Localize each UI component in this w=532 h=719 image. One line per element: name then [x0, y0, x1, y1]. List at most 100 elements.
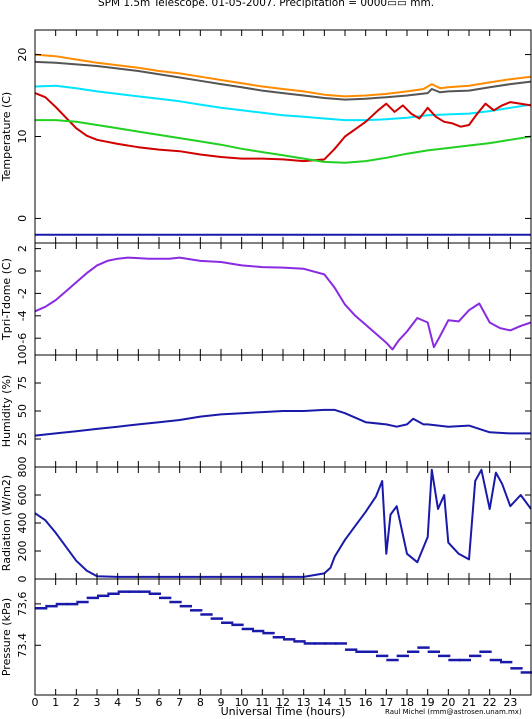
point [479, 650, 492, 653]
series-line-1-0 [34, 256, 532, 351]
point [510, 667, 523, 670]
point [138, 590, 151, 593]
series-line-0-0 [34, 53, 532, 98]
y-tick-label: 0 [16, 268, 29, 275]
x-tick-label: 18 [400, 696, 414, 709]
point [210, 617, 223, 620]
point [128, 590, 141, 593]
point [190, 609, 203, 612]
y-axis-label-1: Tpri-Tdome (C) [0, 258, 13, 341]
point [200, 613, 213, 616]
point [396, 654, 409, 658]
x-tick-label: 23 [503, 696, 517, 709]
y-tick-label: 10 [16, 130, 29, 144]
x-tick-label: 3 [94, 696, 101, 709]
point [520, 671, 532, 674]
y-tick-label: 0 [16, 576, 29, 583]
y-tick-label: 2 [16, 245, 29, 252]
y-axis-label-3: Radiation (W/m2) [0, 475, 13, 571]
point [448, 658, 461, 662]
panel-0: 0 10 20 Temperature (C) [0, 29, 532, 244]
y-tick-label: -4 [16, 310, 29, 321]
point [159, 596, 172, 600]
series-line-0-2 [34, 84, 532, 122]
series-line-0-1 [34, 60, 532, 101]
y-tick-label: 200 [16, 541, 29, 562]
point [272, 636, 285, 639]
y-tick-label: 800 [16, 457, 29, 478]
series-line-2-0 [34, 408, 531, 437]
point [262, 631, 275, 635]
y-tick-label: 50 [16, 404, 29, 418]
chart-title: SPM 1.5m Telescope. 01-05-2007. Precipit… [98, 0, 434, 9]
x-axis-ticks: 0 1 2 3 4 5 6 7 8 9 10 11 12 13 14 15 16 17 18 19 20 21 22 23 [32, 696, 518, 709]
y-tick-label: -2 [16, 288, 29, 299]
point [303, 642, 316, 645]
x-tick-label: 0 [32, 696, 39, 709]
point [179, 604, 192, 608]
point [283, 638, 296, 641]
point [500, 660, 513, 664]
point [334, 642, 347, 645]
x-tick-label: 16 [359, 696, 373, 709]
y-axis-label-0: Temperature (C) [0, 92, 13, 182]
series-line-0-4 [35, 119, 532, 164]
point [231, 623, 244, 627]
point [345, 648, 358, 651]
x-tick-label: 7 [176, 696, 183, 709]
point [107, 592, 120, 595]
point [117, 590, 130, 593]
y-tick-label: 20 [16, 48, 29, 62]
y-tick-label: 75 [16, 376, 29, 390]
point [376, 654, 389, 658]
x-tick-label: 12 [276, 696, 290, 709]
x-tick-label: 15 [338, 696, 352, 709]
x-tick-label: 19 [421, 696, 435, 709]
point [66, 602, 79, 606]
x-tick-label: 5 [135, 696, 142, 709]
point [45, 604, 58, 608]
y-tick-label: 73,6 [16, 592, 29, 617]
y-tick-label: 600 [16, 485, 29, 506]
point [407, 650, 420, 653]
x-tick-label: 21 [462, 696, 476, 709]
point [438, 654, 451, 658]
point [314, 642, 327, 645]
y-axis-label-2: Humidity (%) [0, 375, 13, 447]
y-tick-label: 400 [16, 513, 29, 534]
x-tick-label: 22 [483, 696, 497, 709]
x-tick-label: 4 [114, 696, 121, 709]
series-line-3-0 [34, 468, 532, 578]
point [241, 627, 254, 631]
point [293, 640, 306, 643]
panel-frame [34, 466, 532, 580]
point [427, 650, 440, 653]
x-axis-label: Universal Time (hours) [221, 705, 346, 718]
panel-frame [34, 29, 532, 244]
point [489, 658, 502, 662]
x-tick-label: 13 [297, 696, 311, 709]
series-4-0 [35, 590, 532, 674]
credit-text: Raul Michel (rmm@astrosen.unam.mx) [385, 708, 522, 716]
point [324, 642, 337, 645]
point [252, 629, 265, 633]
series-line-0-3 [34, 92, 532, 163]
y-tick-label: 100 [16, 345, 29, 366]
y-tick-label: 0 [16, 215, 29, 222]
x-tick-label: 14 [317, 696, 331, 709]
x-tick-label: 1 [52, 696, 59, 709]
point [55, 602, 68, 606]
x-tick-label: 8 [197, 696, 204, 709]
point [97, 594, 110, 598]
x-tick-label: 6 [156, 696, 163, 709]
y-tick-label: -6 [16, 333, 29, 344]
x-tick-label: 10 [235, 696, 249, 709]
point [169, 600, 182, 604]
x-tick-label: 9 [218, 696, 225, 709]
point [86, 596, 99, 600]
point [35, 607, 48, 610]
